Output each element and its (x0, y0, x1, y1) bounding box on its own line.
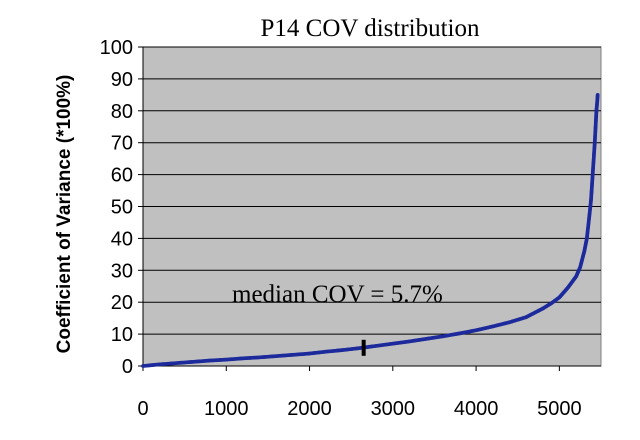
y-tick-label: 40 (111, 228, 133, 250)
x-tick-label: 1000 (204, 398, 249, 420)
median-marker (361, 339, 366, 356)
y-tick-label: 70 (111, 133, 133, 155)
y-axis-label: Coefficient of Variance (*100%) (54, 75, 75, 354)
x-tick-label: 4000 (454, 398, 499, 420)
data-point (595, 92, 600, 97)
y-tick-label: 10 (111, 324, 133, 346)
y-axis-ticks: 0 10 20 30 40 50 60 70 80 90 100 (100, 37, 144, 378)
y-tick-label: 100 (100, 37, 133, 59)
y-tick-label: 90 (111, 69, 133, 91)
x-tick-label: 0 (137, 398, 148, 420)
y-tick-label: 80 (111, 101, 133, 123)
chart-title: P14 COV distribution (260, 15, 480, 42)
y-tick-label: 60 (111, 165, 133, 187)
x-axis-ticks: 0 1000 2000 3000 4000 5000 (137, 365, 601, 420)
x-tick-label: 5000 (537, 398, 582, 420)
y-tick-label: 20 (111, 292, 133, 314)
x-tick-label: 3000 (371, 398, 416, 420)
y-tick-label: 50 (111, 197, 133, 219)
median-annotation: median COV = 5.7% (232, 281, 443, 308)
y-tick-label: 30 (111, 260, 133, 282)
y-tick-label: 0 (122, 356, 133, 378)
data-points (141, 92, 600, 368)
x-tick-label: 2000 (287, 398, 332, 420)
gridlines (143, 46, 601, 335)
